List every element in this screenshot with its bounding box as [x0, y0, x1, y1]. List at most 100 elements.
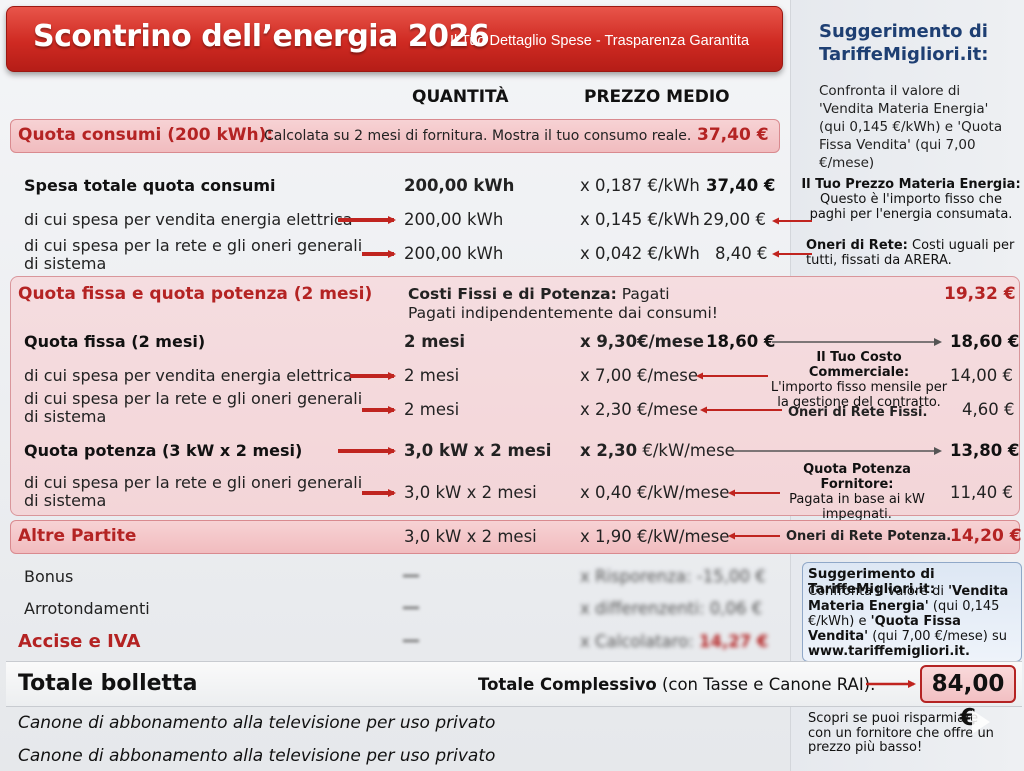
note-commerciale: Il Tuo Costo Commerciale: L'importo fiss…: [770, 350, 948, 410]
tip-box: [802, 562, 1022, 662]
fissa-row-total: 13,80 €: [950, 441, 1020, 460]
fissa-row-total: 4,60 €: [962, 400, 1015, 419]
fissa-row-label: di cui spesa per la rete e gli oneri gen…: [24, 389, 363, 426]
fissa-row-amount: 18,60 €: [706, 332, 776, 351]
fissa-row-total: 11,40 €: [950, 483, 1013, 502]
bonus-label: Bonus: [24, 567, 74, 586]
fissa-row-qty: 2 mesi: [404, 400, 460, 419]
fissa-row-price-value: x 2,30: [580, 441, 638, 460]
fissa-row-price: x 7,00 €/mese: [580, 366, 699, 385]
consumi-title: Quota consumi (200 kWh):: [18, 125, 274, 145]
total-desc-text: (con Tasse e Canone RAI).: [656, 675, 876, 694]
consumi-row-qty: 200,00 kWh: [404, 176, 515, 195]
consumi-row-price: x 0,145 €/kWh: [580, 210, 700, 229]
note-potenza-text: Pagata in base ai kW impegnati.: [789, 492, 925, 522]
tip-t3: (qui 7,00 €/mese) su: [868, 629, 1007, 644]
fissa-amount: 19,32 €: [944, 284, 1016, 304]
play-icon: [972, 710, 990, 734]
note-rete-text: Costi uguali per tutti, fissati da ARERA…: [806, 238, 1015, 268]
fissa-row-qty: 2 mesi: [404, 332, 466, 351]
fissa-title: Quota fissa e quota potenza (2 mesi): [18, 284, 373, 304]
fissa-row-qty: 3,0 kW x 2 mesi: [404, 441, 552, 460]
cta-text: Scopri se puoi risparmiare con un fornit…: [808, 711, 994, 755]
fissa-costi-line: Costi Fissi e di Potenza: Pagati: [408, 285, 670, 303]
fissa-costi-line2: Pagati indipendentemente dai consumi!: [408, 304, 718, 322]
note-potenza: Quota Potenza Fornitore: Pagata in base …: [772, 462, 942, 522]
fissa-row-label: Quota potenza (3 kW x 2 mesi): [24, 441, 303, 460]
consumi-row-label: di cui spesa per vendita energia elettri…: [24, 210, 353, 229]
tip-link[interactable]: www.tariffemigliori.it.: [808, 644, 970, 659]
side-tip-text: Confronta il valore di 'Vendita Materia …: [819, 83, 1003, 171]
total-desc: Totale Complessivo (con Tasse e Canone R…: [478, 675, 875, 694]
arrotondamenti-price: x differenzenti: 0,06 €: [580, 599, 763, 618]
fissa-row-total: 18,60 €: [950, 332, 1020, 351]
consumi-row-price: x 0,187 €/kWh: [580, 176, 700, 195]
fissa-row-qty: 2 mesi: [404, 366, 460, 385]
consumi-row-label: Spesa totale quota consumi: [24, 176, 276, 195]
consumi-desc: Calcolata su 2 mesi di fornitura. Mostra…: [264, 128, 692, 144]
quantity-header: QUANTITÀ: [412, 87, 509, 107]
fissa-row-label: di cui spesa per vendita energia elettri…: [24, 366, 353, 385]
altre-note: Oneri di Rete Potenza.: [786, 529, 952, 544]
fissa-costi-text: Pagati: [621, 285, 670, 303]
side-tip-title: Suggerimento di TariffeMigliori.it:: [819, 21, 989, 65]
tip-t2: (qui 0,145 €/kWh) e: [808, 599, 1000, 629]
consumi-row-amount: 37,40 €: [706, 176, 776, 195]
page-subtitle: Il Tuo Dettaglio Spese - Trasparenza Gar…: [450, 33, 750, 49]
price-header: PREZZO MEDIO: [584, 87, 730, 107]
altre-qty: 3,0 kW x 2 mesi: [404, 527, 537, 546]
consumi-amount: 37,40 €: [697, 125, 769, 145]
canone-line: Canone di abbonamento alla televisione p…: [18, 713, 496, 733]
note-potenza-title: Quota Potenza Fornitore:: [803, 462, 911, 492]
tip-t1: Confronta il valore di: [808, 584, 949, 599]
consumi-row-amount: 29,00 €: [703, 210, 766, 229]
fissa-row-price: x 9,30€/mese: [580, 332, 704, 351]
accise-price: x Calcolataro: 14,27 €: [580, 632, 768, 651]
note-rete-title: Oneri di Rete:: [806, 238, 908, 253]
title-banner: Scontrino dell’energia 2026 Il Tuo Detta…: [6, 6, 783, 72]
fissa-row-label: di cui spesa per la rete e gli oneri gen…: [24, 473, 363, 510]
fissa-row-total: 14,00 €: [950, 366, 1013, 385]
fissa-area: [10, 276, 1020, 516]
consumi-row-label: di cui spesa per la rete e gli oneri gen…: [24, 236, 363, 273]
accise-label: Accise e IVA: [18, 631, 141, 652]
note-commerciale-text: L'importo fisso mensile per la gestione …: [770, 380, 948, 410]
tip-b1: 'Vendita Materia Energia': [808, 584, 1009, 614]
fissa-row-price: x 2,30 €/kW/mese: [580, 441, 735, 460]
altre-bar: [10, 520, 1020, 554]
bonus-price: x Risporenza: -15,00 €: [580, 567, 766, 586]
tip-box-title: Suggerimento di TariffeMigliori.it:: [808, 566, 936, 597]
fissa-row-price: x 2,30 €/mese: [580, 400, 699, 419]
fissa-row-qty: 3,0 kW x 2 mesi: [404, 483, 537, 502]
total-label: Totale bolletta: [18, 671, 198, 696]
canone-line: Canone di abbonamento alla televisione p…: [18, 746, 496, 766]
fissa-row-label: Quota fissa (2 mesi): [24, 332, 206, 351]
altre-price: x 1,90 €/kW/mese: [580, 527, 730, 546]
accise-price-value: 14,27 €: [699, 632, 769, 651]
fissa-costi-label: Costi Fissi e di Potenza:: [408, 285, 617, 303]
note-commerciale-title: Il Tuo Costo Commerciale:: [808, 350, 910, 380]
fissa-row-price: x 0,40 €/kW/mese: [580, 483, 730, 502]
note-materia: Il Tuo Prezzo Materia Energia: Questo è …: [800, 177, 1022, 222]
total-amount: 84,00 €: [920, 665, 1016, 731]
bonus-dash: —: [402, 565, 420, 586]
page-title: Scontrino dell’energia 2026: [33, 19, 490, 54]
note-materia-text: Questo è l'importo fisso che paghi per l…: [809, 192, 1013, 222]
altre-amount: 14,20 €: [950, 526, 1022, 546]
arrotondamenti-label: Arrotondamenti: [24, 599, 150, 618]
accise-price-label: x Calcolataro:: [580, 632, 694, 651]
consumi-row-price: x 0,042 €/kWh: [580, 244, 700, 263]
tip-b2: 'Quota Fissa Vendita': [808, 614, 961, 644]
total-desc-bold: Totale Complessivo: [478, 675, 657, 694]
altre-title: Altre Partite: [18, 526, 137, 546]
note-rete: Oneri di Rete: Costi uguali per tutti, f…: [806, 238, 1018, 268]
accise-dash: —: [402, 630, 420, 651]
total-bar: [6, 661, 1022, 707]
consumi-row-qty: 200,00 kWh: [404, 210, 504, 229]
note-rete-fissi: Oneri di Rete Fissi.: [788, 405, 928, 420]
fissa-row-price-unit: €/kW/mese: [637, 441, 735, 460]
consumi-row-amount: 8,40 €: [715, 244, 768, 263]
consumi-bar: [10, 119, 780, 153]
note-materia-title: Il Tuo Prezzo Materia Energia:: [801, 177, 1021, 192]
consumi-row-qty: 200,00 kWh: [404, 244, 504, 263]
